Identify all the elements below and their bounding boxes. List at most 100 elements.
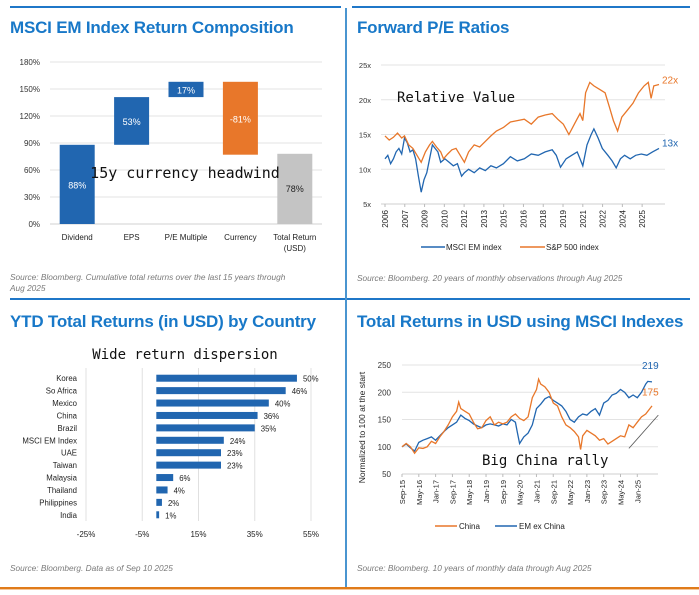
bar-value-label: 6% (179, 474, 190, 483)
x-tick-label: 15% (190, 530, 206, 538)
y-tick-label: 5x (363, 200, 371, 209)
waterfall-bar (222, 81, 258, 155)
x-tick-label: Jan-17 (432, 480, 441, 503)
x-tick-label: Jan-25 (633, 480, 642, 503)
bar-value-label: 36% (264, 412, 280, 421)
bar-value-label: -81% (230, 114, 251, 124)
category-label: China (57, 411, 78, 420)
x-tick-label: 2012 (460, 209, 469, 227)
y-tick-label: 10x (359, 165, 371, 174)
country-bar (156, 498, 162, 506)
y-tick-label: 15x (359, 131, 371, 140)
x-tick-label: Sep-21 (549, 480, 558, 504)
x-tick-label: Sep-15 (398, 480, 407, 504)
x-category-label: Dividend (62, 233, 93, 242)
legend-label-msci-em: MSCI EM index (446, 243, 502, 252)
country-bar (156, 387, 286, 395)
pe-source: Source: Bloomberg. 20 years of monthly o… (357, 273, 623, 283)
country-bar (156, 449, 221, 457)
x-tick-label: 2024 (618, 209, 627, 227)
bar-value-label: 78% (286, 184, 304, 194)
end-label-sp500: 22x (662, 75, 678, 86)
middle-left-divider (10, 298, 345, 300)
y-tick-label: 150% (20, 85, 40, 94)
country-bar (156, 399, 269, 407)
bar-value-label: 24% (230, 437, 246, 446)
category-label: Philippines (39, 498, 77, 507)
country-bar (156, 424, 255, 432)
x-tick-label: 2013 (480, 209, 489, 227)
x-tick-label: Sep-19 (499, 480, 508, 504)
bottom-rule (0, 587, 699, 589)
y-tick-label: 100 (378, 443, 392, 452)
legend-label-sp500: S&P 500 index (546, 243, 599, 252)
pe-title: Forward P/E Ratios (357, 18, 510, 37)
bar-value-label: 17% (177, 85, 195, 95)
returns-chart: 50 100 150 200 250 Normalized to 100 at the s… (357, 361, 659, 531)
trend-line (628, 414, 659, 449)
waterfall-source: Source: Bloomberg. Cumulative total retu… (10, 272, 340, 294)
waterfall-chart: 0% 30% 60% 90% 120% 150% 180% 88% Dividend 53% EPS… (20, 58, 322, 253)
bottom-rule-shadow (0, 589, 699, 590)
bar-value-label: 2% (168, 499, 179, 508)
bar-value-label: 46% (292, 387, 308, 396)
category-label: MSCI EM Index (22, 436, 77, 445)
category-label: Thailand (47, 486, 77, 495)
legend-label-china: China (459, 522, 480, 531)
middle-right-divider (347, 298, 690, 300)
ytd-source: Source: Bloomberg. Data as of Sep 10 202… (10, 563, 173, 573)
end-label-china: 175 (642, 387, 659, 398)
y-tick-label: 180% (20, 58, 40, 67)
category-label: Brazil (58, 424, 78, 433)
country-bar (156, 461, 221, 469)
x-category-label: (USD) (284, 244, 307, 253)
msci-em-line (384, 127, 660, 193)
category-label: So Africa (46, 387, 78, 396)
y-tick-label: 20x (359, 96, 371, 105)
waterfall-bar (59, 144, 95, 224)
x-category-label: EPS (124, 233, 140, 242)
x-tick-label: 2015 (500, 209, 509, 227)
returns-title: Total Returns in USD using MSCI Indexes (357, 312, 684, 331)
waterfall-source-line2: Aug 2025 (10, 283, 46, 293)
waterfall-source-line1: Source: Bloomberg. Cumulative total retu… (10, 272, 286, 282)
waterfall-bar (277, 153, 313, 224)
x-tick-label: 2025 (638, 209, 647, 227)
country-bar (156, 411, 258, 419)
x-tick-label: Jan-19 (482, 480, 491, 503)
x-category-label: Total Return (273, 233, 316, 242)
bar-value-label: 23% (227, 462, 243, 471)
x-tick-label: 2022 (599, 209, 608, 227)
y-tick-label: 90% (24, 139, 40, 148)
country-bar (156, 436, 224, 444)
annotation-text: 15y currency headwind (90, 164, 280, 182)
x-tick-label: 2010 (440, 209, 449, 227)
waterfall-bar (114, 97, 150, 145)
x-tick-label: -25% (77, 530, 96, 538)
x-tick-label: Jan-21 (532, 480, 541, 503)
country-bar (156, 474, 174, 482)
x-tick-label: 2009 (421, 209, 430, 227)
category-label: India (60, 511, 78, 520)
y-tick-label: 0% (28, 220, 40, 229)
x-tick-label: May-20 (516, 480, 525, 505)
x-tick-label: 55% (303, 530, 319, 538)
bar-value-label: 35% (261, 424, 277, 433)
x-tick-label: Sep-23 (600, 480, 609, 504)
x-category-label: Currency (224, 233, 256, 242)
vertical-divider (345, 8, 347, 588)
x-tick-label: 2018 (539, 209, 548, 227)
x-tick-label: 2021 (579, 209, 588, 227)
top-right-rule (352, 6, 690, 8)
country-bar (156, 486, 168, 494)
china-line (401, 377, 653, 455)
top-left-rule (10, 6, 341, 8)
annotation-text: Wide return dispersion (92, 347, 277, 363)
category-label: Malaysia (46, 474, 77, 483)
y-tick-label: 50 (382, 470, 391, 479)
y-axis-label: Normalized to 100 at the start (357, 371, 367, 483)
x-tick-label: May-22 (566, 480, 575, 505)
y-tick-label: 25x (359, 61, 371, 70)
x-tick-label: May-18 (465, 480, 474, 505)
annotation-text: Relative Value (397, 90, 515, 106)
